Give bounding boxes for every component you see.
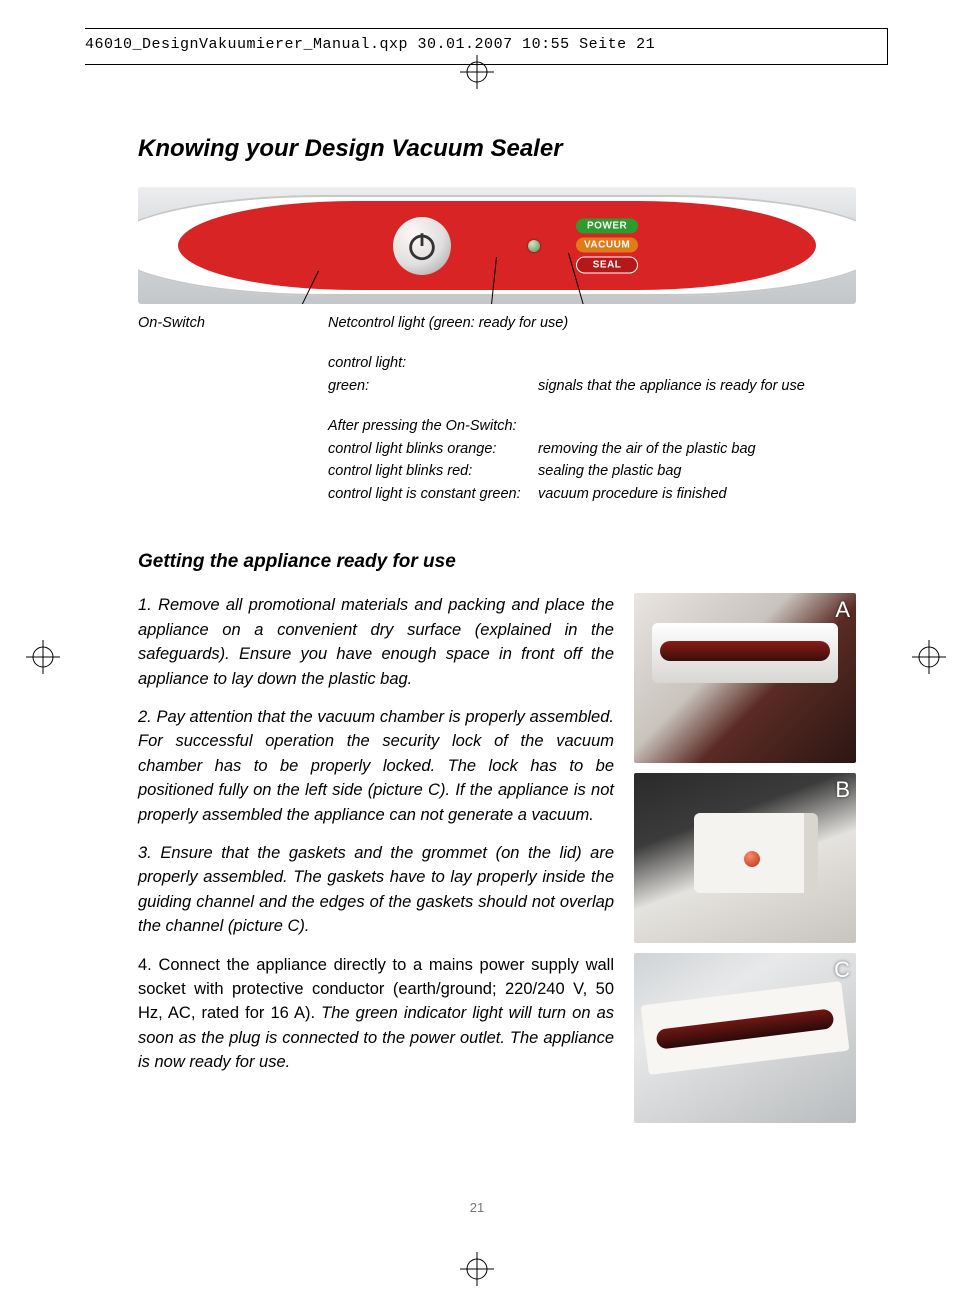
registration-mark-top <box>460 55 494 89</box>
content-area: Knowing your Design Vacuum Sealer POWER … <box>138 135 856 1123</box>
section-subtitle: Getting the appliance ready for use <box>138 551 856 573</box>
pill-power: POWER <box>576 218 638 233</box>
legend-green2-r: vacuum procedure is finished <box>538 483 856 505</box>
legend-orange-r: removing the air of the plastic bag <box>538 438 856 460</box>
paragraph-1: 1. Remove all promotional materials and … <box>138 593 614 691</box>
figure-a: A <box>634 593 856 763</box>
legend-green-desc: signals that the appliance is ready for … <box>538 375 856 397</box>
header-rule-top <box>85 28 888 29</box>
paragraph-4: 4. Connect the appliance directly to a m… <box>138 953 614 1075</box>
legend-control-heading: control light: <box>328 352 538 374</box>
page-title: Knowing your Design Vacuum Sealer <box>138 135 856 163</box>
registration-mark-bottom <box>460 1252 494 1286</box>
legend-onswitch: On-Switch <box>138 312 328 334</box>
registration-mark-right <box>912 640 946 674</box>
status-label-stack: POWER VACUUM SEAL <box>576 218 638 273</box>
legend-block: On-Switch Netcontrol light (green: ready… <box>138 312 856 505</box>
power-button-graphic <box>393 217 451 275</box>
legend-red-r: sealing the plastic bag <box>538 460 856 482</box>
page-number: 21 <box>0 1200 954 1215</box>
figure-c-label: C <box>834 957 850 983</box>
pill-seal: SEAL <box>576 256 638 273</box>
registration-mark-left <box>26 640 60 674</box>
figure-b: B <box>634 773 856 943</box>
body-text-column: 1. Remove all promotional materials and … <box>138 593 614 1123</box>
legend-green-label: green: <box>328 375 538 397</box>
legend-orange-l: control light blinks orange: <box>328 438 538 460</box>
power-icon <box>405 229 439 263</box>
manual-page: 46010_DesignVakuumierer_Manual.qxp 30.01… <box>0 0 954 1294</box>
printer-header-text: 46010_DesignVakuumierer_Manual.qxp 30.01… <box>85 36 655 53</box>
led-indicator <box>528 240 540 252</box>
figure-b-label: B <box>835 777 850 803</box>
paragraph-2: 2. Pay attention that the vacuum chamber… <box>138 705 614 827</box>
panel-red-inner: POWER VACUUM SEAL <box>178 201 816 290</box>
figure-c: C <box>634 953 856 1123</box>
pill-vacuum: VACUUM <box>576 237 638 252</box>
figure-column: A B C <box>634 593 856 1123</box>
legend-after-heading: After pressing the On-Switch: <box>328 415 517 437</box>
device-panel-figure: POWER VACUUM SEAL <box>138 187 856 304</box>
legend-netcontrol: Netcontrol light (green: ready for use) <box>328 312 568 334</box>
header-rule-right <box>887 28 888 64</box>
legend-red-l: control light blinks red: <box>328 460 538 482</box>
legend-green2-l: control light is constant green: <box>328 483 538 505</box>
figure-a-label: A <box>835 597 850 623</box>
paragraph-3: 3. Ensure that the gaskets and the gromm… <box>138 841 614 939</box>
body-row: 1. Remove all promotional materials and … <box>138 593 856 1123</box>
